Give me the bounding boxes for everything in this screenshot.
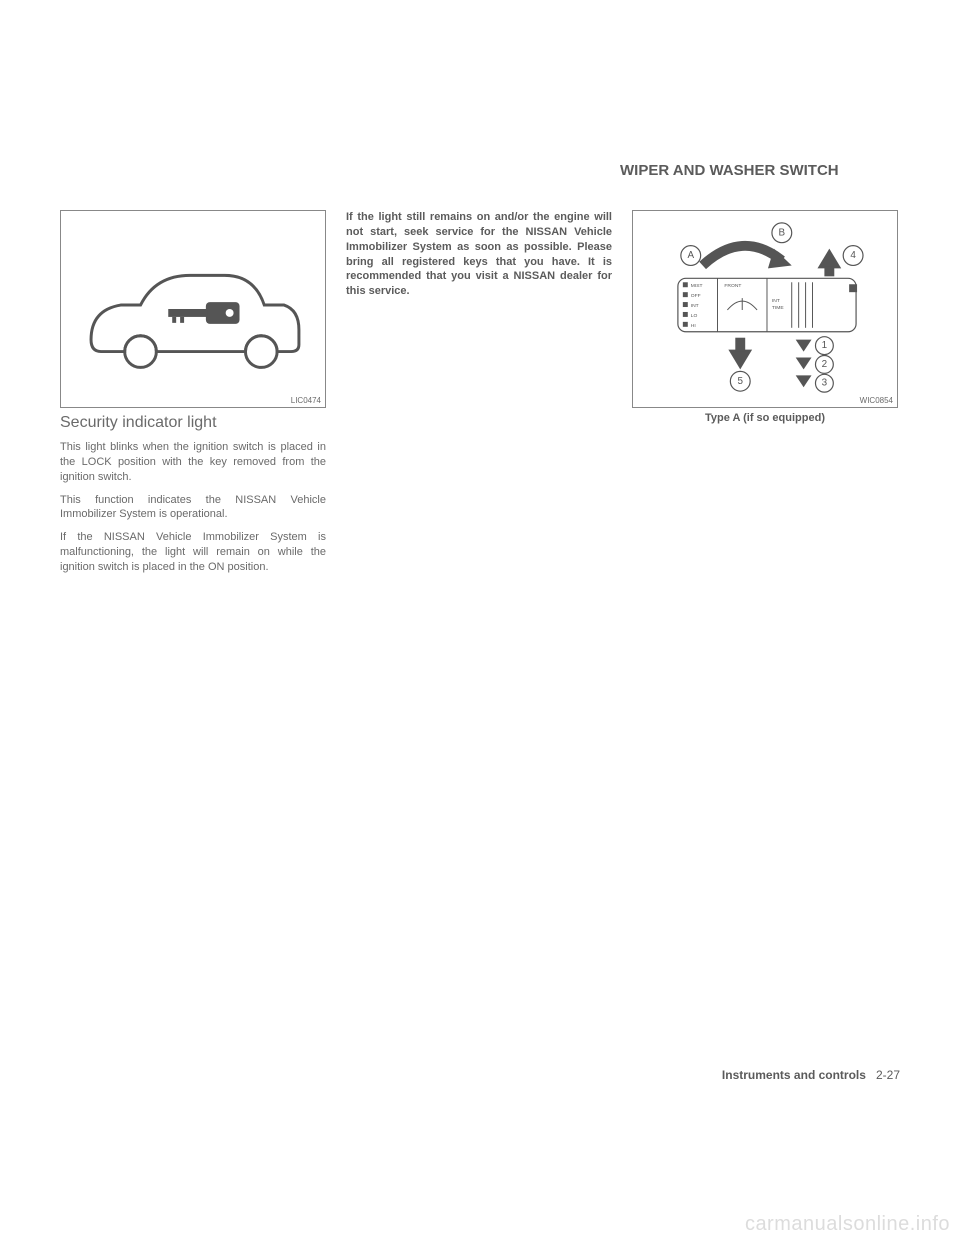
figure-caption: Type A (if so equipped)	[632, 412, 898, 424]
figure-id-label: LIC0474	[291, 396, 321, 405]
column-2: If the light still remains on and/or the…	[346, 210, 612, 583]
car-key-icon	[61, 211, 325, 407]
callout-a: A	[687, 250, 694, 261]
callout-1: 1	[822, 340, 828, 351]
column-3: MIST OFF INT LO HI FRONT INT TIME	[632, 210, 898, 583]
stalk-int-label: INT	[691, 303, 699, 309]
callout-5: 5	[738, 376, 744, 387]
figure-wiper-switch: MIST OFF INT LO HI FRONT INT TIME	[632, 210, 898, 408]
stalk-lo-label: LO	[691, 313, 698, 319]
footer-page: 2-27	[876, 1068, 900, 1082]
paragraph: If the NISSAN Vehicle Immobilizer System…	[60, 530, 326, 575]
paragraph: This light blinks when the ignition swit…	[60, 440, 326, 485]
watermark: carmanualsonline.info	[745, 1213, 950, 1236]
paragraph-bold: If the light still remains on and/or the…	[346, 210, 612, 299]
callout-4: 4	[850, 250, 856, 261]
subheading: Security indicator light	[60, 414, 326, 432]
page-content: WIPER AND WASHER SWITCH	[60, 162, 900, 1082]
three-column-layout: LIC0474 Security indicator light This li…	[60, 210, 900, 583]
callout-3: 3	[822, 378, 828, 389]
callout-2: 2	[822, 359, 828, 370]
page-footer: Instruments and controls 2-27	[722, 1068, 900, 1082]
figure-id-label: WIC0854	[860, 396, 893, 405]
section-header: WIPER AND WASHER SWITCH	[620, 162, 900, 179]
wiper-switch-diagram: MIST OFF INT LO HI FRONT INT TIME	[633, 211, 897, 407]
column-1: LIC0474 Security indicator light This li…	[60, 210, 326, 583]
stalk-inttime-label: INT	[772, 298, 780, 304]
figure-security-light: LIC0474	[60, 210, 326, 408]
paragraph: This function indicates the NISSAN Vehic…	[60, 493, 326, 523]
footer-section: Instruments and controls	[722, 1068, 866, 1082]
stalk-mist-label: MIST	[691, 283, 703, 289]
callout-b: B	[779, 227, 786, 238]
stalk-front-label: FRONT	[724, 283, 741, 289]
svg-text:TIME: TIME	[772, 305, 785, 311]
stalk-off-label: OFF	[691, 293, 701, 299]
stalk-hi-label: HI	[691, 323, 696, 329]
